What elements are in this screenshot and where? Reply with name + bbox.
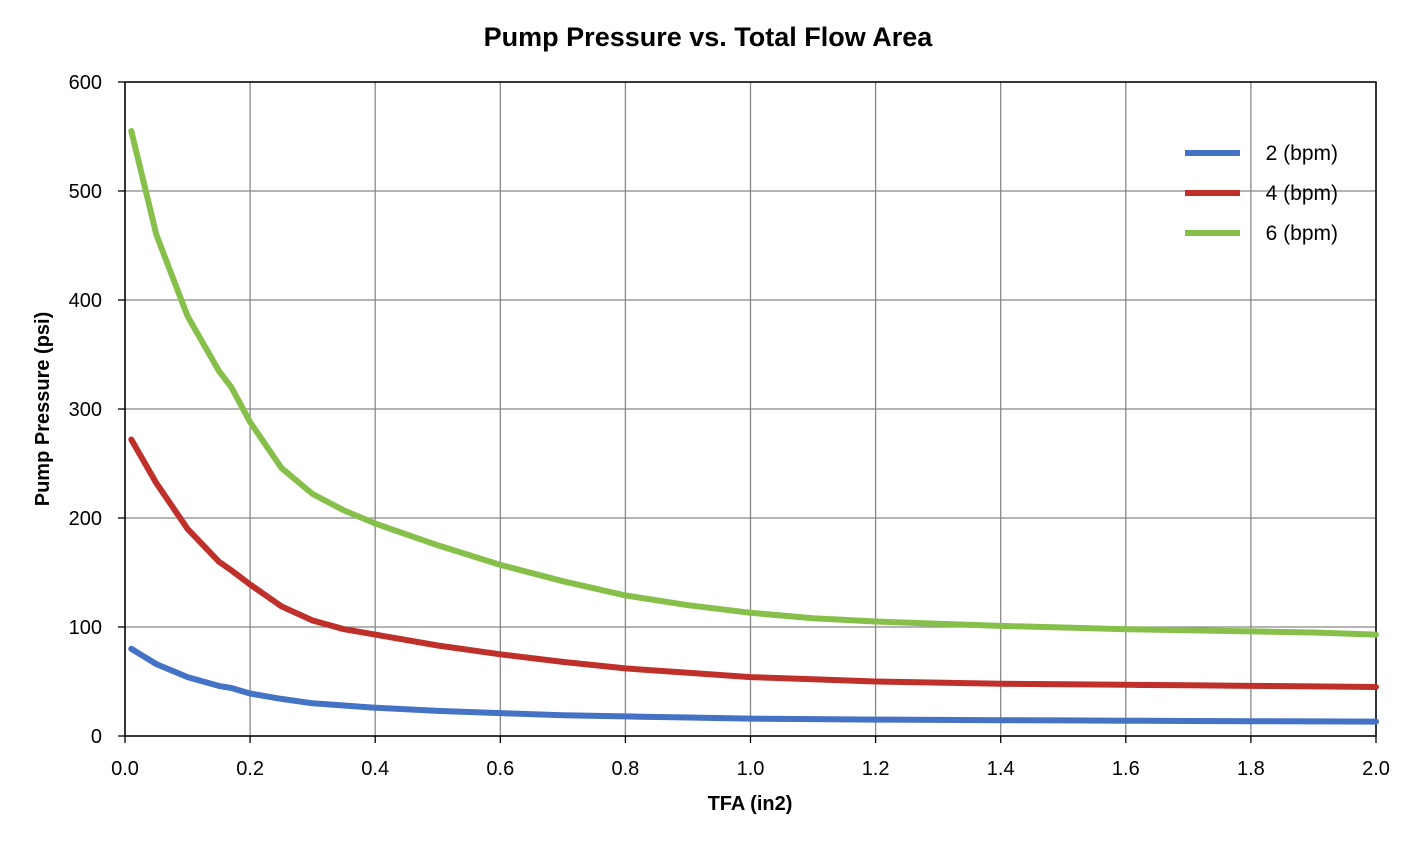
series-line-2 xyxy=(128,436,1379,690)
x-tick-label: 0.6 xyxy=(486,758,514,780)
x-tick-label: 1.2 xyxy=(862,758,890,780)
series-line-3 xyxy=(128,128,1379,638)
x-tick-label: 0.0 xyxy=(111,758,139,780)
legend-label: 2 (bpm) xyxy=(1266,142,1338,165)
y-axis-title: Pump Pressure (psi) xyxy=(32,312,54,507)
x-tick-label: 1.6 xyxy=(1112,758,1140,780)
series-line-1 xyxy=(128,645,1379,725)
series-lines xyxy=(128,128,1379,725)
x-tick-label: 0.2 xyxy=(236,758,264,780)
y-tick-label: 0 xyxy=(91,726,102,748)
y-tick-label: 100 xyxy=(69,617,102,639)
x-axis-title: TFA (in2) xyxy=(708,793,793,815)
chart-title: Pump Pressure vs. Total Flow Area xyxy=(484,22,934,52)
x-tick-label: 1.8 xyxy=(1237,758,1265,780)
y-tick-label: 500 xyxy=(69,181,102,203)
y-tick-label: 300 xyxy=(69,399,102,421)
y-tick-label: 200 xyxy=(69,508,102,530)
legend: 2 (bpm) 4 (bpm) 6 (bpm) xyxy=(1185,142,1338,245)
legend-label: 6 (bpm) xyxy=(1266,222,1338,245)
x-tick-label: 0.8 xyxy=(611,758,639,780)
axis-ticks: 0.0 0.2 0.4 0.6 0.8 1.0 1.2 1.4 1.6 1.8 2.0 0 100 200… xyxy=(69,72,1390,780)
x-tick-label: 0.4 xyxy=(361,758,389,780)
x-tick-label: 1.0 xyxy=(737,758,765,780)
x-tick-label: 1.4 xyxy=(987,758,1015,780)
y-tick-label: 600 xyxy=(69,72,102,94)
y-tick-label: 400 xyxy=(69,290,102,312)
x-tick-label: 2.0 xyxy=(1362,758,1390,780)
legend-label: 4 (bpm) xyxy=(1266,182,1338,205)
